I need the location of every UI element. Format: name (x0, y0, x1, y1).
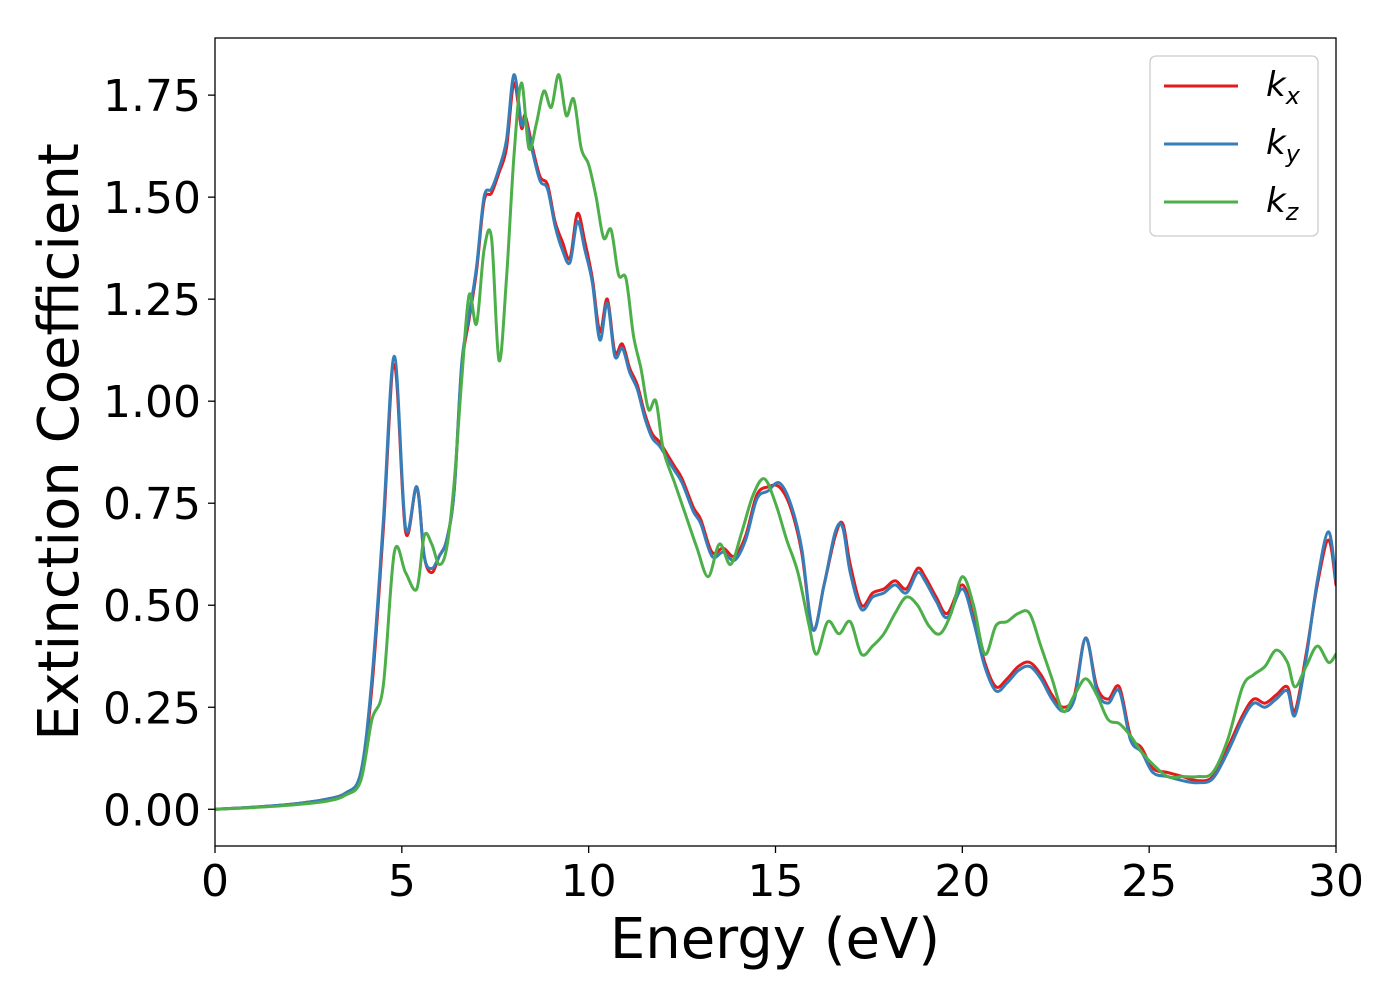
y-tick-label: 1.00 (103, 377, 201, 428)
y-axis: 0.00 0.25 0.50 0.75 1.00 1.25 1.50 1.75 (103, 71, 215, 836)
x-tick-label: 15 (748, 856, 804, 907)
legend-frame (1149, 55, 1319, 237)
series-lines (215, 73, 1336, 811)
y-tick-label: 0.50 (103, 581, 201, 632)
legend-label-x: kx (1266, 65, 1301, 110)
x-tick-label: 20 (934, 856, 990, 907)
x-tick-label: 10 (561, 856, 617, 907)
x-tick-label: 30 (1308, 856, 1364, 907)
y-tick-label: 0.00 (103, 785, 201, 836)
x-tick-label: 25 (1121, 856, 1177, 907)
y-axis-label: Extinction Coefficient (27, 143, 92, 741)
legend: kx ky kz (1149, 55, 1319, 237)
legend-label-z: kz (1266, 181, 1300, 226)
y-tick-label: 1.50 (103, 173, 201, 224)
x-axis: 0 5 10 15 20 25 30 (201, 846, 1364, 907)
legend-label-y: ky (1266, 123, 1301, 168)
y-tick-label: 1.25 (103, 275, 201, 326)
y-tick-label: 0.75 (103, 479, 201, 530)
y-tick-label: 1.75 (103, 71, 201, 122)
x-tick-label: 5 (388, 856, 416, 907)
y-tick-label: 0.25 (103, 683, 201, 734)
series-line-z (215, 73, 1336, 811)
x-axis-label: Energy (eV) (610, 907, 940, 972)
x-tick-label: 0 (201, 856, 229, 907)
